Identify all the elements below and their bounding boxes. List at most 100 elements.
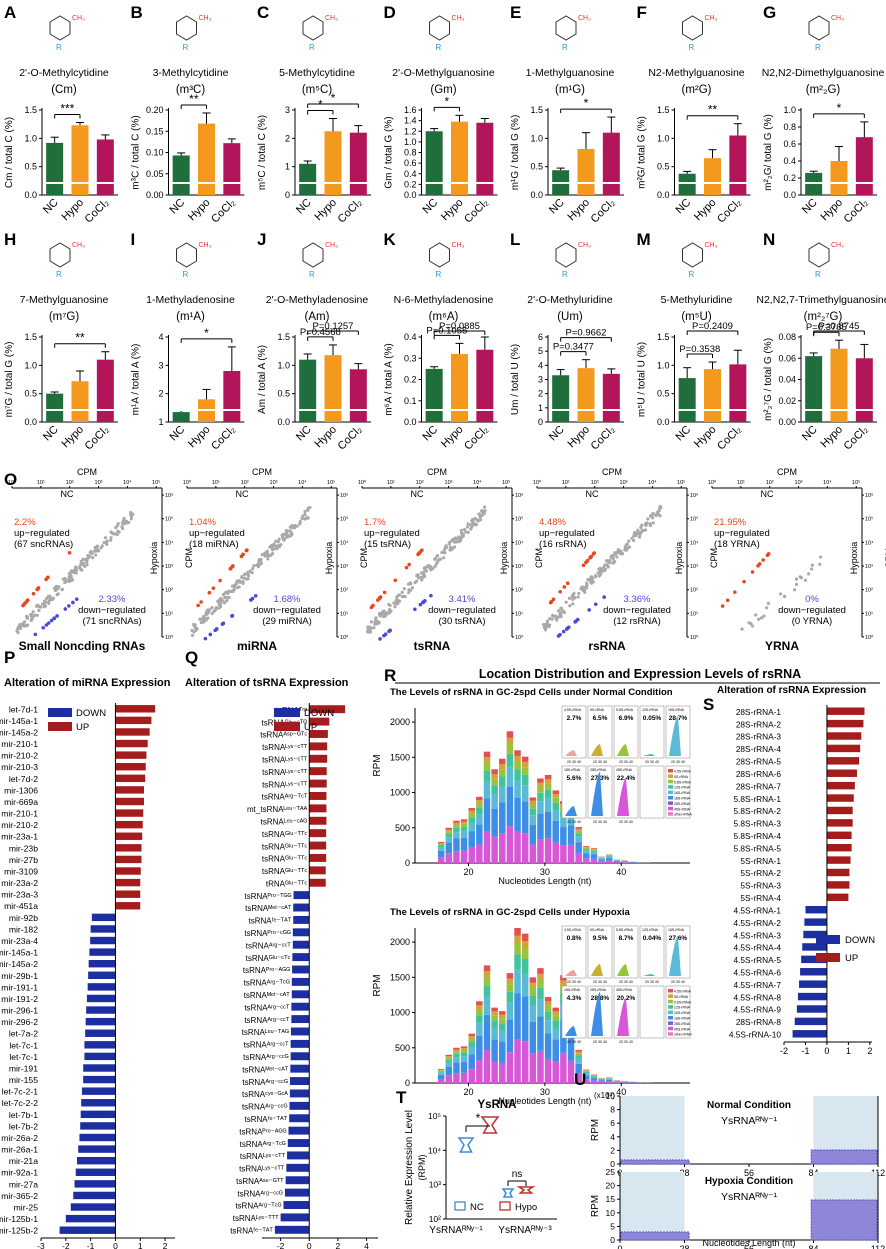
y-tick-label: 0.08 bbox=[778, 332, 796, 342]
bar-down bbox=[76, 1156, 116, 1165]
data-point bbox=[765, 606, 769, 610]
stack-segment bbox=[460, 826, 468, 832]
panel-h: H CH₃R7-Methylguanosine(m⁷G)0.00.51.01.5m… bbox=[4, 230, 118, 452]
bar-down bbox=[88, 959, 116, 968]
down-percent: 0% bbox=[805, 594, 819, 605]
bar-nc bbox=[46, 393, 64, 422]
legend-hypo: Hypo bbox=[515, 1202, 537, 1213]
stack-segment bbox=[544, 1058, 552, 1083]
data-point bbox=[290, 532, 294, 536]
y-tick-label: 1.5 bbox=[24, 332, 37, 342]
compound-name: N2,N2,7-Trimethylguanosine bbox=[756, 294, 886, 306]
bar-up bbox=[826, 831, 852, 839]
bar-label: 5S-rRNA-3 bbox=[740, 881, 781, 891]
x-tick-label: YsRNAᴿᴺʸ⁻¹ bbox=[429, 1225, 483, 1236]
bar-up bbox=[309, 742, 328, 751]
bar-cocl2 bbox=[349, 132, 367, 195]
down-point bbox=[421, 599, 426, 604]
down-percent: 3.36% bbox=[624, 594, 651, 605]
stack-segment bbox=[445, 1075, 453, 1083]
x-tick-label: 10⁵ bbox=[502, 479, 510, 486]
methyl-label: CH₃ bbox=[705, 242, 718, 249]
x-tick-label: Hypo bbox=[692, 424, 719, 451]
methyl-label: CH₃ bbox=[325, 15, 338, 22]
bar-hypo bbox=[71, 125, 89, 195]
x-tick-label: Hypo bbox=[439, 197, 466, 224]
bar-label: tsRNAᴾʳᵒ⁻ᶜᴳᴳ bbox=[244, 929, 290, 938]
data-point bbox=[469, 523, 473, 527]
data-point bbox=[210, 606, 214, 610]
down-point bbox=[556, 634, 561, 638]
y-tick-label: 10⁵ bbox=[690, 516, 698, 523]
down-point bbox=[587, 608, 591, 612]
stack-segment bbox=[483, 997, 491, 1015]
mini-percent: 4.3% bbox=[567, 995, 582, 1002]
y-tick-label: 10³ bbox=[429, 1180, 441, 1190]
stack-segment bbox=[529, 797, 537, 801]
axis-title: Hypoxia bbox=[674, 542, 684, 575]
stack-segment bbox=[483, 965, 491, 972]
data-point bbox=[459, 528, 463, 533]
x-tick-label: NC bbox=[294, 424, 314, 444]
stack-segment bbox=[491, 1007, 498, 1012]
data-point bbox=[740, 627, 744, 631]
data-point bbox=[437, 557, 441, 562]
data-point bbox=[630, 536, 634, 540]
x-tick-label: CoCl₂ bbox=[336, 197, 365, 226]
scatter-0: 10⁰ 10¹ 10² 10³ 10⁴ 10⁵10⁰10¹10²10³10⁴10⁵10⁶C… bbox=[8, 467, 194, 653]
stack-segment bbox=[476, 1005, 483, 1010]
stack-segment bbox=[529, 987, 537, 996]
stack-segment bbox=[560, 827, 567, 846]
bar-label: 28S-rRNA-3 bbox=[736, 732, 782, 742]
stack-segment bbox=[537, 786, 544, 793]
x-tick-label: Hypo bbox=[565, 424, 592, 451]
mini-axis: 20 30 40 bbox=[567, 980, 581, 984]
bar-down bbox=[290, 1064, 310, 1073]
legend-swatch bbox=[668, 994, 673, 998]
bar-down bbox=[83, 1064, 116, 1072]
bar-up bbox=[115, 786, 144, 794]
violin-shape bbox=[480, 1116, 500, 1134]
bar-label: let-7a-2 bbox=[9, 1029, 38, 1039]
bar-label: mir-451a bbox=[4, 901, 38, 911]
stack-segment bbox=[552, 802, 559, 811]
stack-segment bbox=[583, 1070, 590, 1072]
up-point bbox=[592, 551, 597, 555]
bar-label: tsRNAᴬʳᵍ⁻ᶜᶜᴳ bbox=[237, 1189, 283, 1198]
down-point bbox=[220, 622, 225, 626]
stack-segment bbox=[605, 1079, 613, 1082]
ring-shape bbox=[429, 15, 450, 41]
data-point bbox=[85, 563, 89, 567]
y-axis-label: m³C / total C (%) bbox=[131, 115, 142, 189]
r-label: R bbox=[309, 43, 315, 52]
bar-label: 5S-rRNA-4 bbox=[740, 893, 781, 903]
axis-title: Hypoxia bbox=[849, 542, 859, 575]
mini-label: 5S-rRNA bbox=[590, 708, 605, 712]
stack-segment bbox=[499, 1062, 506, 1083]
compound-name: 5-Methyluridine bbox=[661, 294, 733, 306]
y-tick-label: 0.5 bbox=[24, 389, 37, 399]
bar-label: tsRNAᴸʸˢ⁻ᶜᵀᵀ bbox=[240, 1152, 286, 1161]
axis-title: CPM bbox=[602, 467, 622, 477]
data-point bbox=[29, 618, 33, 623]
stack-segment bbox=[537, 778, 544, 783]
y-tick-label: 3 bbox=[538, 375, 543, 385]
stack-segment bbox=[506, 731, 514, 738]
bar-up bbox=[826, 781, 855, 790]
r-label: R bbox=[815, 43, 821, 52]
data-point bbox=[218, 598, 222, 602]
scatter-title: miRNA bbox=[237, 639, 277, 653]
data-point bbox=[387, 608, 392, 612]
up-point bbox=[766, 551, 771, 556]
y-tick-label: 0.4 bbox=[404, 169, 417, 179]
x-tick-label: CoCl₂ bbox=[842, 197, 871, 226]
up-point bbox=[589, 554, 594, 559]
y-tick-label: 0.4 bbox=[783, 156, 796, 166]
bar-label: tsRNAᴬʳᵍ⁻ᵀᶜᴳ bbox=[235, 1202, 281, 1211]
up-point bbox=[35, 587, 40, 592]
stack-segment bbox=[514, 797, 521, 832]
bar-label: tsRNAᴳˡᵘ⁻ᵀᵀᶜ bbox=[262, 842, 308, 851]
stack-segment bbox=[460, 821, 468, 824]
